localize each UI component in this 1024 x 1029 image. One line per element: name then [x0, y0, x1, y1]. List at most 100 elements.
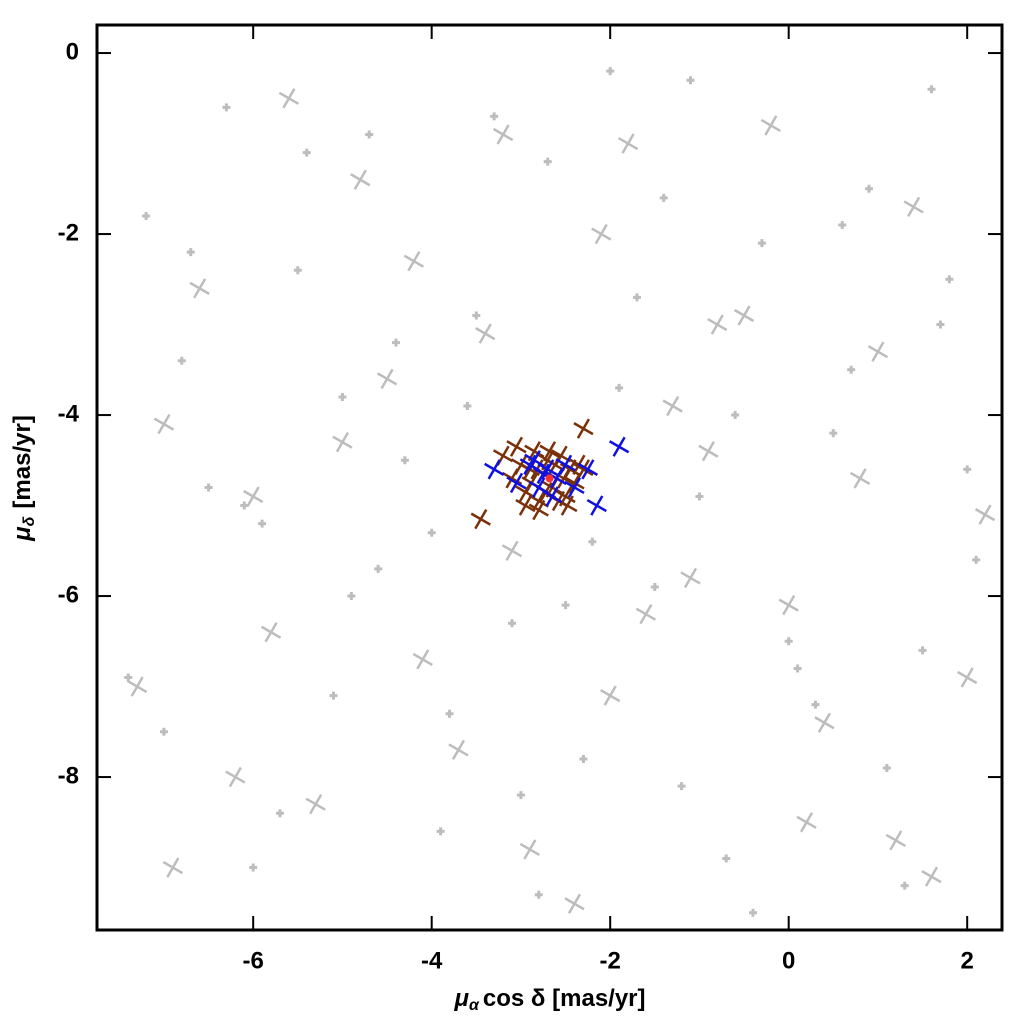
point [918, 646, 927, 655]
point [177, 356, 186, 365]
y-tick-label: -8 [58, 762, 79, 789]
point [882, 764, 891, 773]
point [606, 67, 615, 76]
point [784, 637, 793, 646]
point [608, 436, 630, 457]
point [632, 293, 641, 302]
point [365, 130, 374, 139]
point [579, 754, 588, 763]
point [258, 519, 267, 528]
point [539, 441, 560, 462]
point [573, 418, 594, 439]
point [778, 594, 799, 616]
point [249, 863, 258, 872]
point [957, 667, 978, 688]
point [448, 739, 469, 761]
point [403, 251, 424, 272]
point [260, 622, 282, 643]
plot-frame [95, 23, 1004, 932]
x-label-subscript: α [469, 997, 480, 1014]
point [305, 794, 326, 815]
point [600, 685, 621, 706]
point [867, 341, 889, 362]
x-axis-label: μα cos δ [mas/yr] [453, 985, 645, 1014]
point [555, 454, 576, 475]
point [722, 854, 731, 863]
point [515, 495, 536, 516]
point [577, 459, 599, 480]
point [811, 700, 820, 709]
point [463, 402, 472, 411]
point [615, 383, 624, 392]
point [586, 495, 607, 516]
point [222, 103, 231, 112]
point [561, 601, 570, 610]
point [707, 314, 728, 335]
x-tick-label: -2 [600, 947, 621, 974]
y-tick-label: -4 [58, 400, 80, 427]
x-label-text: cos δ [mas/yr] [483, 985, 646, 1012]
point [543, 157, 552, 166]
point [662, 395, 683, 417]
point [506, 436, 527, 457]
point [849, 468, 871, 489]
point [748, 908, 757, 917]
x-tick-label: 2 [961, 947, 974, 974]
point [733, 305, 755, 326]
y-label-symbol: μ [9, 526, 36, 542]
point [470, 508, 491, 530]
point [796, 812, 817, 833]
point [814, 712, 835, 733]
point [492, 124, 514, 145]
point [545, 474, 554, 483]
point [524, 450, 545, 471]
point [677, 782, 686, 791]
x-label-symbol: μ [453, 985, 469, 1012]
point [534, 890, 543, 899]
y-axis-label: μδ [mas/yr] [9, 415, 38, 542]
point [760, 115, 781, 136]
point [243, 486, 264, 507]
point [347, 592, 356, 601]
x-tick-label: 0 [782, 947, 795, 974]
point [516, 791, 525, 800]
point [617, 133, 639, 154]
point [591, 223, 612, 245]
point [885, 830, 906, 851]
point [127, 676, 148, 697]
y-label-text: [mas/yr] [9, 415, 36, 508]
point [865, 184, 874, 193]
point [338, 392, 347, 401]
point [927, 85, 936, 94]
point [564, 477, 585, 498]
point [186, 248, 195, 257]
point [945, 275, 954, 284]
point [838, 221, 847, 230]
point [501, 540, 523, 561]
x-tick-label: -6 [243, 947, 264, 974]
point [350, 169, 371, 190]
point [472, 311, 481, 320]
point [189, 278, 210, 299]
point [293, 266, 302, 275]
point [974, 504, 996, 525]
point [374, 564, 383, 573]
point [659, 193, 668, 202]
point [475, 323, 496, 344]
point [329, 691, 338, 700]
point [225, 766, 246, 788]
point [903, 196, 924, 218]
point [680, 567, 701, 589]
point [508, 619, 517, 628]
point [650, 583, 659, 592]
point [731, 411, 740, 420]
x-tick-label: -4 [421, 947, 443, 974]
point [506, 472, 527, 494]
point [635, 604, 657, 625]
point [376, 368, 398, 390]
point [278, 88, 300, 109]
y-tick-label: -6 [58, 581, 79, 608]
point [159, 727, 168, 736]
point [484, 459, 505, 480]
